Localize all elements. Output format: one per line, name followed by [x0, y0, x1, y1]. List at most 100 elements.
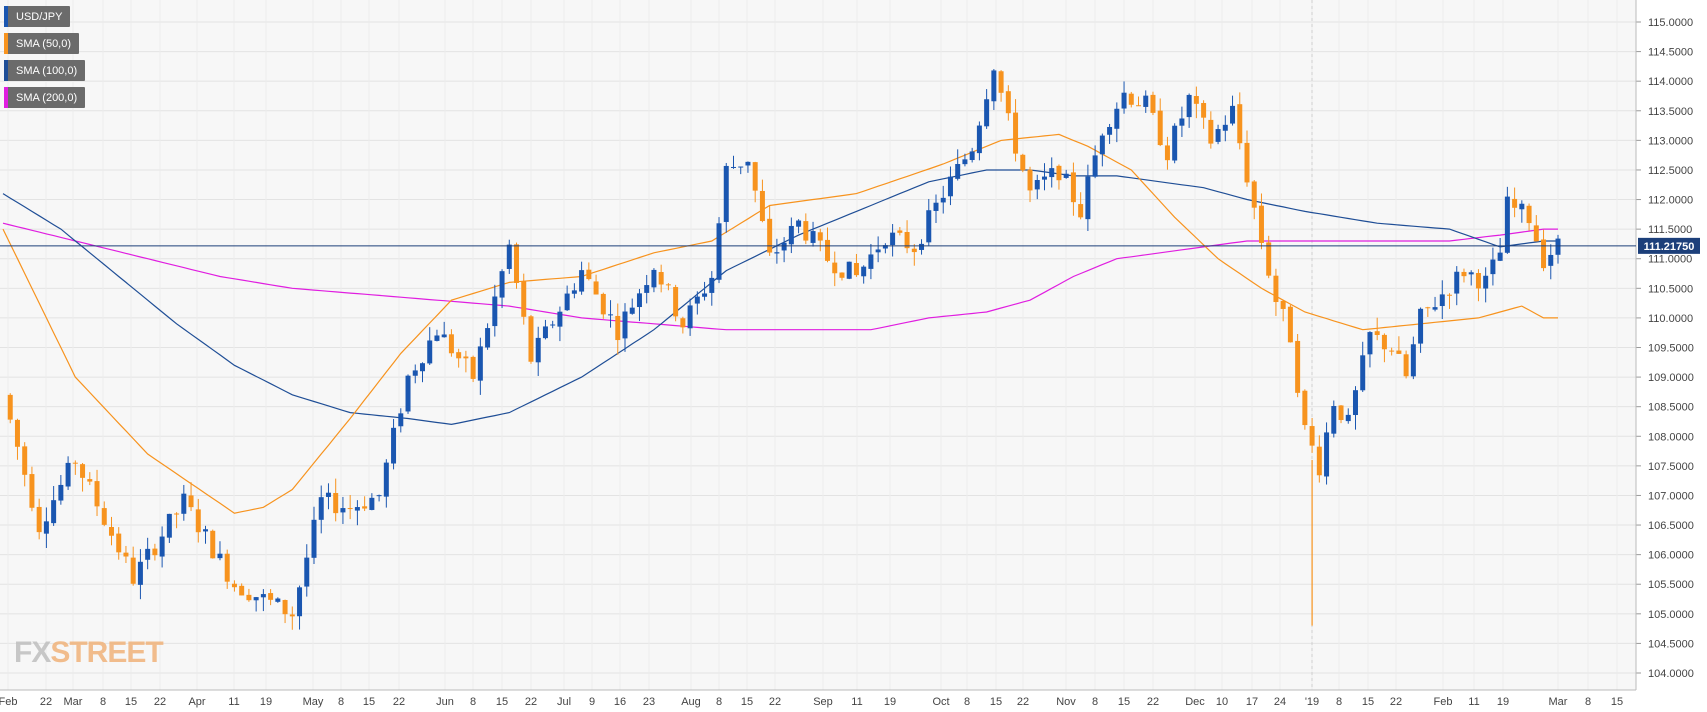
candle-body [1295, 340, 1301, 393]
candle-body [123, 552, 129, 557]
candle-body [477, 346, 483, 381]
y-tick-label: 110.0000 [1648, 313, 1693, 325]
candle-body [1251, 181, 1257, 208]
candle-body [991, 70, 997, 102]
x-tick-label: 8 [470, 696, 476, 708]
candle-body [1338, 405, 1344, 421]
candle-body [188, 495, 194, 508]
candle-body [311, 519, 317, 558]
candle-body [304, 557, 310, 587]
x-tick-label: 24 [1274, 696, 1286, 708]
candle-body [506, 244, 512, 269]
legend-swatch-sma50 [4, 33, 8, 54]
candle-body [919, 243, 925, 250]
x-tick-label: '19 [1305, 696, 1319, 708]
candle-body [832, 262, 838, 274]
legend: USD/JPY SMA (50,0) SMA (100,0) SMA (200,… [4, 6, 86, 114]
candle-body [43, 521, 49, 534]
candle-body [1013, 112, 1019, 154]
candle-body [362, 506, 368, 509]
candle-body [1186, 94, 1192, 118]
y-tick-label: 114.5000 [1648, 47, 1693, 59]
candle-body [1389, 350, 1395, 352]
candle-body [1273, 275, 1279, 303]
x-tick-label: Oct [932, 696, 949, 708]
candle-body [1432, 307, 1438, 310]
legend-swatch-sma200 [4, 87, 8, 108]
candle-body [1360, 355, 1366, 391]
sma-50-line [2, 133, 1558, 514]
candle-body [1244, 142, 1250, 183]
candle-body [1070, 172, 1076, 203]
candle-body [1302, 390, 1308, 426]
candle-body [1374, 331, 1380, 336]
candle-body [1230, 105, 1236, 124]
candle-body [955, 164, 961, 179]
x-tick-label: 15 [1611, 696, 1623, 708]
x-tick-label: 22 [40, 696, 52, 708]
candle-body [926, 210, 932, 243]
x-tick-label: 8 [964, 696, 970, 708]
candle-body [347, 508, 353, 510]
candle-body [1128, 93, 1134, 105]
candle-body [846, 261, 852, 279]
legend-label-sma50: SMA (50,0) [16, 37, 72, 50]
candle-body [521, 281, 527, 317]
y-tick-label: 113.5000 [1648, 106, 1693, 118]
x-tick-label: 19 [1497, 696, 1509, 708]
x-tick-label: Mar [1549, 696, 1568, 708]
x-tick-label: 15 [1118, 696, 1130, 708]
candle-body [1548, 254, 1554, 266]
x-tick-label: 22 [769, 696, 781, 708]
x-tick-label: 8 [716, 696, 722, 708]
x-tick-label: 8 [1336, 696, 1342, 708]
candle-body [651, 269, 657, 288]
candle-body [1063, 173, 1069, 178]
legend-item-sma100[interactable]: SMA (100,0) [4, 60, 86, 81]
candle-body [14, 419, 20, 447]
candle-body [492, 296, 498, 327]
candle-body [680, 318, 686, 328]
legend-item-sma200[interactable]: SMA (200,0) [4, 87, 86, 108]
x-tick-label: Mar [64, 696, 83, 708]
candle-body [499, 271, 505, 298]
candle-body [998, 71, 1004, 93]
sma-100-path [2, 169, 1558, 426]
candle-body [376, 495, 382, 497]
x-tick-label: 15 [990, 696, 1002, 708]
candle-body [1331, 406, 1337, 434]
candle-body [116, 533, 122, 553]
candle-body [788, 225, 794, 245]
candle-body [1193, 96, 1199, 104]
candle-body [297, 587, 303, 617]
candle-body [781, 242, 787, 251]
candle-body [796, 220, 802, 227]
x-tick-label: 10 [1216, 696, 1228, 708]
candle-body [137, 561, 143, 585]
y-tick-label: 113.0000 [1648, 135, 1693, 147]
candle-body [1504, 196, 1510, 253]
legend-item-price[interactable]: USD/JPY [4, 6, 71, 27]
x-tick-label: Feb [1434, 696, 1453, 708]
candle-body [1447, 294, 1453, 296]
candle-body [485, 328, 491, 348]
candle-body [600, 293, 606, 315]
candle-body [58, 484, 64, 501]
legend-item-sma50[interactable]: SMA (50,0) [4, 33, 80, 54]
candle-body [984, 99, 990, 127]
candle-body [716, 223, 722, 280]
candle-body [644, 285, 650, 293]
candle-body [72, 462, 78, 464]
candle-body [325, 492, 331, 497]
x-tick-label: 19 [260, 696, 272, 708]
candle-body [673, 287, 679, 317]
candle-body [419, 363, 425, 372]
candle-body [904, 231, 910, 249]
candle-body [1172, 125, 1178, 161]
y-tick-label: 111.5000 [1648, 224, 1692, 236]
x-tick-label: 15 [741, 696, 753, 708]
candle-body [579, 270, 585, 292]
candle-body [535, 337, 541, 363]
candle-body [1497, 252, 1503, 261]
candle-body [528, 316, 534, 362]
